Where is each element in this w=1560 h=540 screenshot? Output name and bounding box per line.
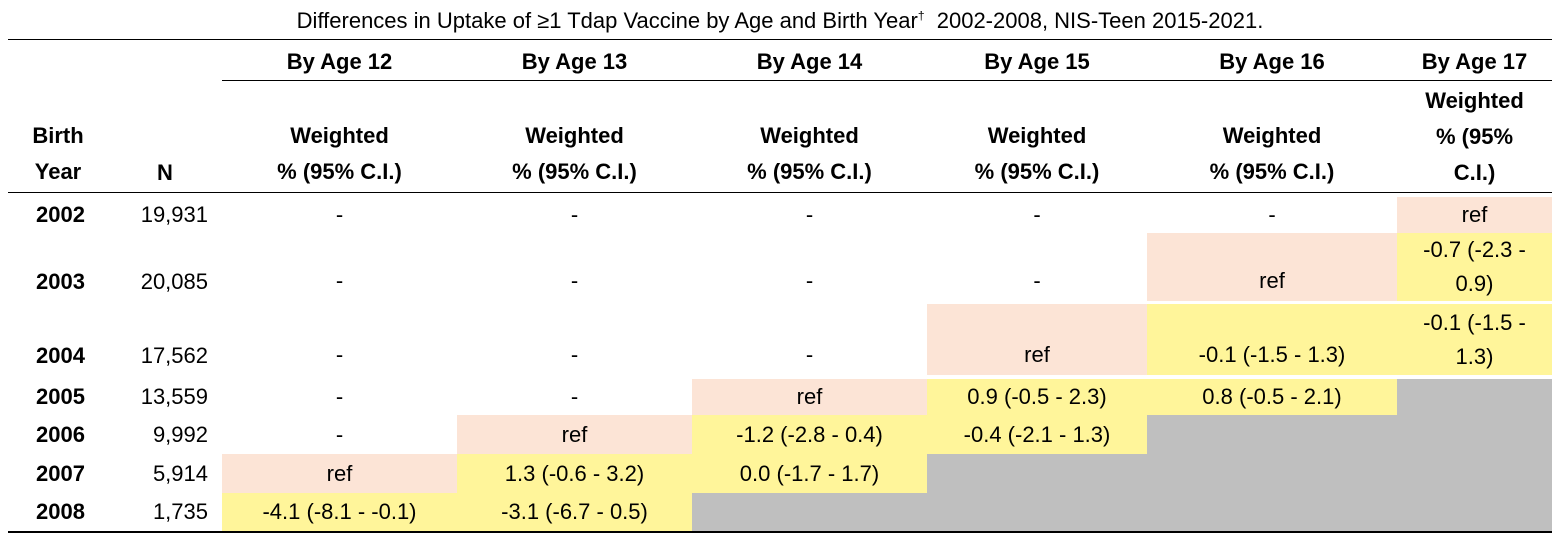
value-cell: -3.1 (-6.7 - 0.5) bbox=[457, 493, 692, 531]
value-cell: -1.2 (-2.8 - 0.4) bbox=[692, 415, 927, 454]
empty-cell: - bbox=[805, 268, 814, 293]
unavailable-cell bbox=[1397, 415, 1552, 454]
age-header-16: By Age 16 bbox=[1219, 49, 1325, 74]
birth-year-cell: 2002 bbox=[36, 202, 85, 227]
value-cell: -0.4 (-2.1 - 1.3) bbox=[927, 415, 1147, 454]
age-header-15: By Age 15 bbox=[984, 49, 1090, 74]
age-header-14: By Age 14 bbox=[756, 49, 863, 74]
n-header: N bbox=[157, 160, 173, 185]
birth-year-cell: 2007 bbox=[36, 460, 85, 486]
empty-cell: - bbox=[335, 421, 344, 447]
n-cell: 5,914 bbox=[152, 460, 208, 486]
empty-cell: - bbox=[570, 202, 579, 227]
weighted-subheader-15: Weighted% (95% C.I.) bbox=[974, 123, 1100, 184]
bottom-rule bbox=[8, 531, 1552, 533]
unavailable-cell bbox=[1147, 415, 1397, 454]
birth-year-cell: 2008 bbox=[36, 499, 85, 524]
empty-cell: - bbox=[335, 342, 344, 367]
unavailable-cell bbox=[1397, 493, 1552, 531]
birth-year-cell: 2006 bbox=[36, 421, 85, 447]
weighted-subheader-13: Weighted% (95% C.I.) bbox=[512, 123, 637, 184]
birth-year-header: Birth Year bbox=[32, 123, 84, 184]
value-cell: 1.3 (-0.6 - 3.2) bbox=[457, 454, 692, 493]
value-cell: 0.9 (-0.5 - 2.3) bbox=[927, 379, 1147, 415]
empty-cell: - bbox=[570, 384, 579, 409]
weighted-subheader-17: Weighted% (95% C.I.) bbox=[1425, 88, 1524, 185]
value-cell: -0.1 (-1.5 - 1.3) bbox=[1147, 304, 1397, 375]
empty-cell: - bbox=[1033, 268, 1041, 293]
empty-cell: - bbox=[335, 384, 344, 409]
n-cell: 13,559 bbox=[140, 384, 208, 409]
unavailable-cell bbox=[927, 454, 1147, 493]
table-title: Differences in Uptake of ≥1 Tdap Vaccine… bbox=[296, 8, 1264, 33]
weighted-subheader-14: Weighted% (95% C.I.) bbox=[747, 123, 872, 184]
value-cell: 0.0 (-1.7 - 1.7) bbox=[692, 454, 927, 493]
value-cell: -0.1 (-1.5 - 1.3) bbox=[1397, 304, 1552, 375]
age-header-13: By Age 13 bbox=[521, 49, 628, 74]
ref-cell: ref bbox=[1147, 233, 1397, 301]
n-cell: 9,992 bbox=[152, 421, 208, 447]
empty-cell: - bbox=[805, 202, 814, 227]
ref-cell: ref bbox=[1397, 197, 1552, 233]
weighted-subheader-16: Weighted% (95% C.I.) bbox=[1209, 123, 1335, 184]
ref-cell: ref bbox=[457, 415, 692, 454]
birth-year-cell: 2005 bbox=[36, 384, 85, 409]
age-header-rule bbox=[222, 80, 1552, 81]
value-cell: -4.1 (-8.1 - -0.1) bbox=[222, 493, 457, 531]
top-rule bbox=[8, 39, 1552, 40]
ref-cell: ref bbox=[222, 454, 457, 493]
birth-year-cell: 2004 bbox=[36, 343, 85, 368]
value-cell: -0.7 (-2.3 - 0.9) bbox=[1397, 233, 1552, 301]
n-cell: 17,562 bbox=[140, 343, 208, 368]
empty-cell: - bbox=[805, 342, 814, 367]
empty-cell: - bbox=[570, 268, 579, 293]
unavailable-cell bbox=[1397, 379, 1552, 415]
birth-year-cell: 2003 bbox=[36, 269, 85, 294]
age-header-17: By Age 17 bbox=[1421, 49, 1528, 74]
unavailable-cell bbox=[927, 493, 1147, 531]
unavailable-cell bbox=[692, 493, 927, 531]
weighted-subheader-12: Weighted% (95% C.I.) bbox=[277, 123, 402, 184]
empty-cell: - bbox=[335, 202, 344, 227]
empty-cell: - bbox=[1033, 202, 1041, 227]
unavailable-cell bbox=[1147, 454, 1397, 493]
empty-cell: - bbox=[1268, 202, 1276, 227]
empty-cell: - bbox=[570, 342, 579, 367]
empty-cell: - bbox=[335, 268, 344, 293]
ref-cell: ref bbox=[692, 379, 927, 415]
ref-cell: ref bbox=[927, 304, 1147, 375]
n-cell: 19,931 bbox=[140, 202, 208, 227]
value-cell: 0.8 (-0.5 - 2.1) bbox=[1147, 379, 1397, 415]
n-cell: 20,085 bbox=[140, 269, 208, 294]
age-header-12: By Age 12 bbox=[286, 49, 393, 74]
header-bottom-rule bbox=[8, 192, 1552, 193]
unavailable-cell bbox=[1147, 493, 1397, 531]
unavailable-cell bbox=[1397, 454, 1552, 493]
n-cell: 1,735 bbox=[152, 499, 208, 524]
